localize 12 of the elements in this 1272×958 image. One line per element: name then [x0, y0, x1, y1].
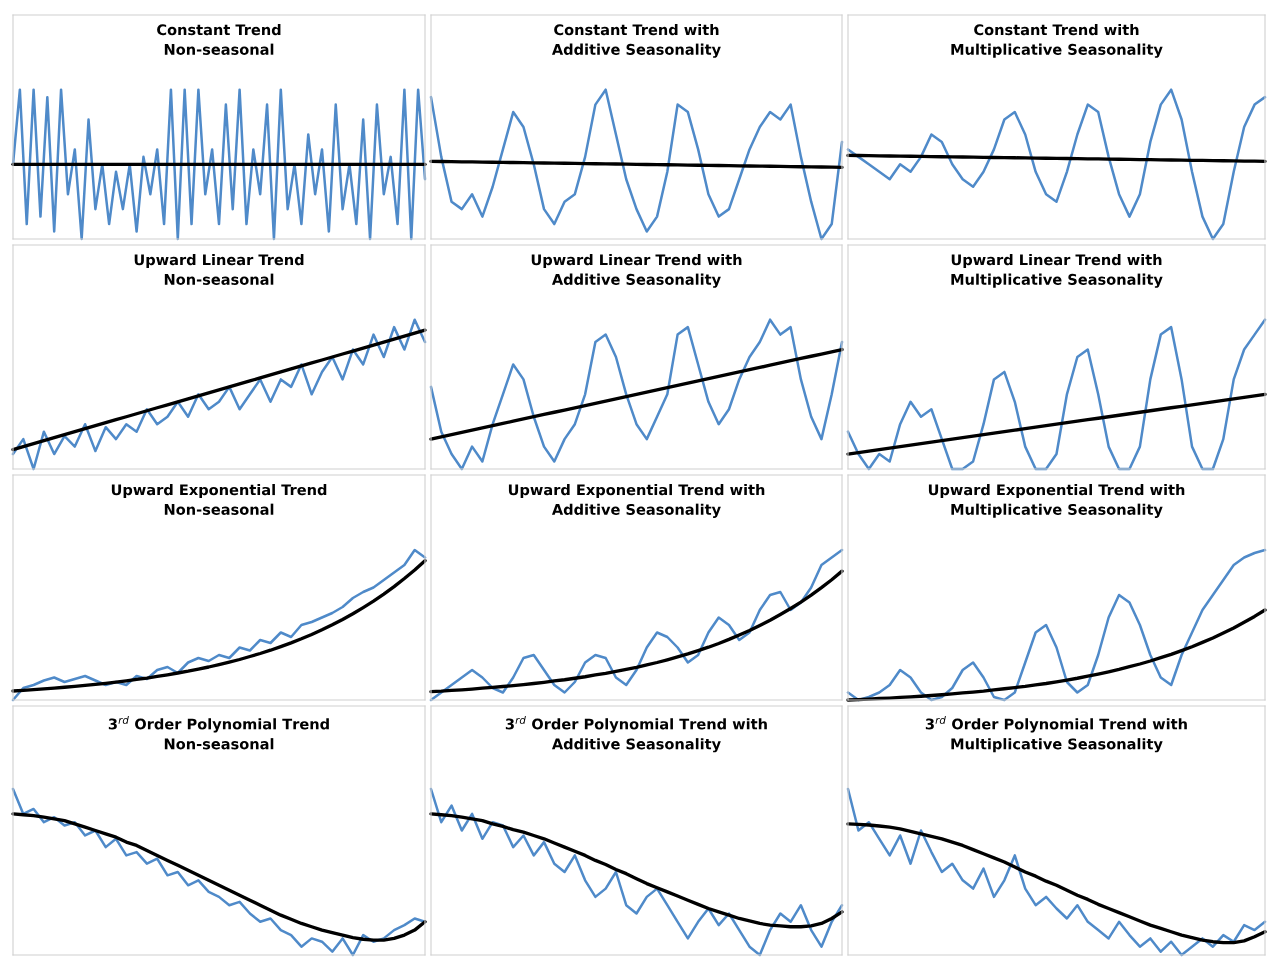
chart-title: Upward Exponential Trend Non-seasonal [111, 484, 327, 515]
chart-title: Upward Linear Trend with Additive Seasonality [531, 253, 742, 288]
chart-title: Upward Exponential Trend with Multiplicative Seasonality [928, 484, 1185, 518]
chart-title: Upward Linear Trend Non-seasonal [134, 253, 304, 285]
chart-title: 3$^{rd}$ Order Polynomial Trend Non-seasonal [108, 715, 329, 750]
chart-title: 3$^{rd}$ Order Polynomial Trend with Multiplicative Seasonality [925, 715, 1187, 753]
chart-title: Constant Trend with Additive Seasonality [551, 23, 721, 58]
chart-title: 3$^{rd}$ Order Polynomial Trend with Additive Seasonality [505, 715, 767, 753]
chart-title: Constant Trend Non-seasonal [157, 23, 281, 55]
chart-title: Upward Exponential Trend with Additive Seasonality [508, 484, 765, 518]
chart-title: Upward Linear Trend with Multiplicative Seasonality [951, 253, 1163, 288]
chart-title: Constant Trend with Multiplicative Seasonality [951, 23, 1163, 58]
